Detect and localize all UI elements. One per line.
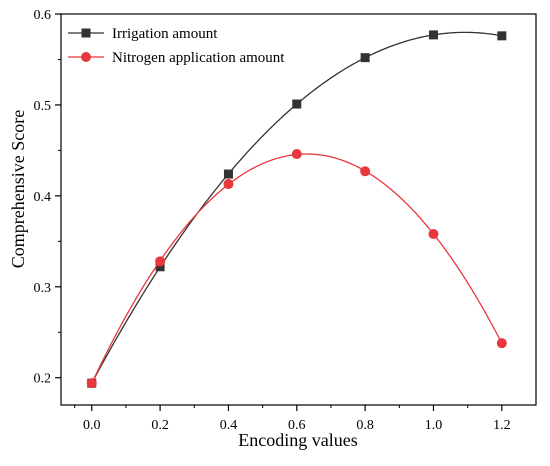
x-tick-label: 0.8 — [356, 418, 374, 433]
y-tick-label: 0.2 — [34, 372, 52, 387]
data-point — [155, 262, 165, 272]
data-point — [291, 149, 302, 160]
x-tick-label: 0.4 — [220, 418, 238, 433]
series-irrigation — [87, 30, 507, 388]
x-tick-label: 0.0 — [83, 418, 101, 433]
data-point — [292, 99, 302, 109]
legend: Irrigation amount Nitrogen application am… — [68, 26, 285, 66]
plot-area — [60, 13, 537, 406]
data-point — [428, 30, 438, 40]
y-axis-title: Comprehensive Score — [8, 110, 28, 268]
series-nitrogen — [86, 149, 507, 389]
data-point — [360, 53, 370, 63]
data-point — [360, 166, 371, 177]
data-point — [428, 229, 439, 240]
y-tick-label: 0.5 — [34, 99, 52, 114]
legend-label: Irrigation amount — [112, 26, 218, 42]
legend-label: Nitrogen application amount — [112, 50, 285, 66]
data-point — [155, 256, 166, 267]
x-tick-label: 0.6 — [288, 418, 306, 433]
x-tick-label: 1.2 — [493, 418, 511, 433]
y-tick-label: 0.6 — [34, 8, 52, 23]
plot-frame — [60, 13, 537, 406]
data-point — [223, 169, 233, 179]
axes: 0.0 0.2 0.4 0.6 0.8 1.0 1.2 0.2 0.3 0.4 0.5 0.6 — [34, 8, 511, 433]
data-point — [497, 31, 507, 41]
series-fit-line — [91, 31, 502, 384]
x-tick-label: 1.0 — [425, 418, 443, 433]
legend-marker — [81, 28, 91, 38]
series-fit-line — [91, 153, 503, 384]
data-point — [496, 338, 507, 349]
x-axis-title: Encoding values — [238, 430, 357, 450]
legend-marker — [81, 52, 91, 62]
series-layer — [86, 30, 507, 389]
y-tick-label: 0.3 — [34, 281, 52, 296]
y-tick-label: 0.4 — [34, 190, 52, 205]
data-point — [86, 378, 97, 389]
data-point — [223, 179, 234, 190]
x-tick-label: 0.2 — [151, 418, 169, 433]
